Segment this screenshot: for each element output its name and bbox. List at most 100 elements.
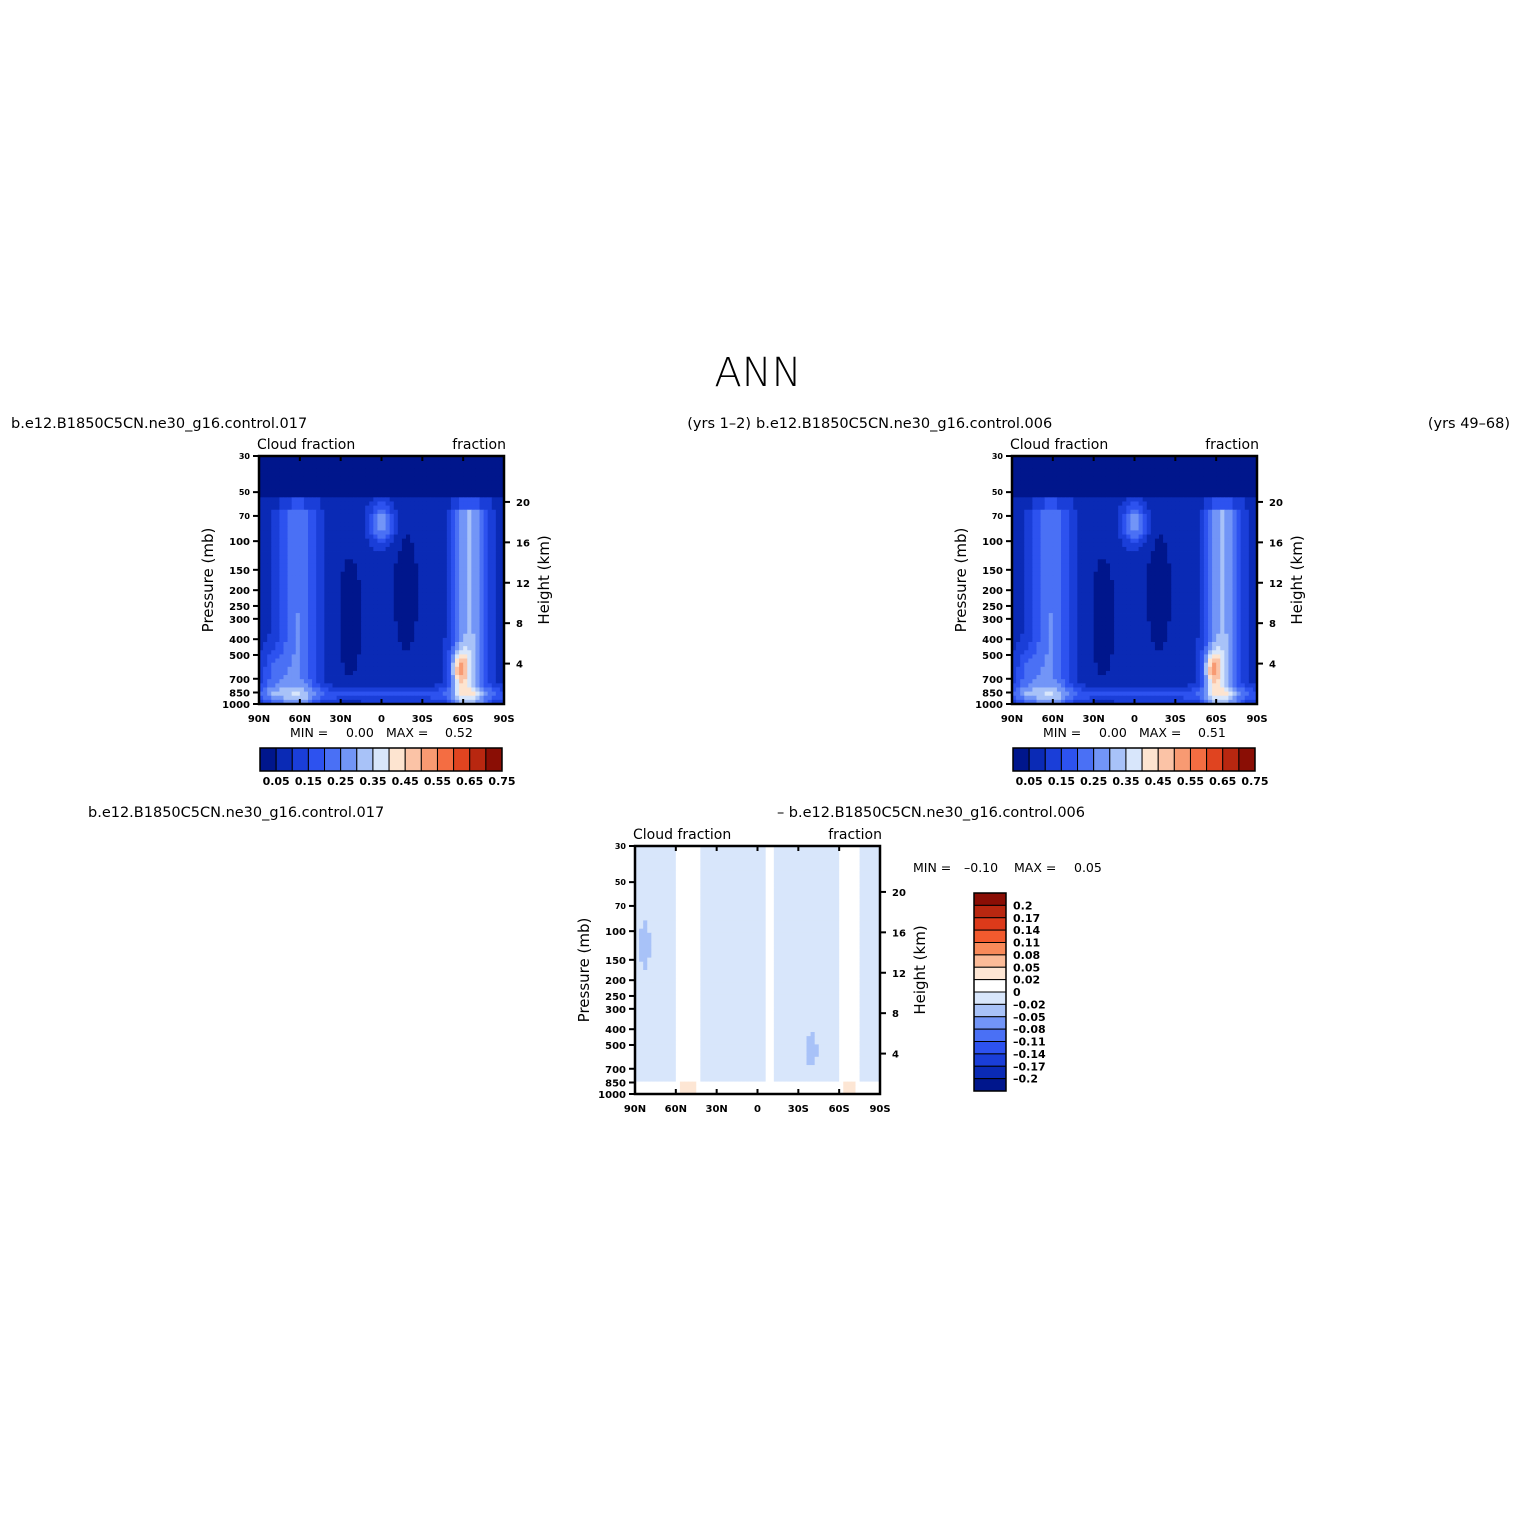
contour-cell	[271, 666, 276, 672]
contour-cell	[1126, 493, 1131, 498]
contour-cell	[336, 526, 342, 531]
contour-cell	[295, 555, 301, 560]
contour-cell	[471, 683, 476, 688]
contour-cell	[401, 522, 407, 527]
contour-cell	[283, 551, 288, 556]
contour-cell	[303, 464, 309, 469]
contour-cell	[1085, 480, 1090, 486]
contour-cell	[267, 526, 272, 531]
contour-cell	[410, 637, 415, 643]
contour-cell	[1179, 522, 1184, 527]
contour-cell	[450, 600, 456, 606]
contour-cell	[499, 460, 505, 465]
contour-cell	[1167, 489, 1172, 494]
contour-cell	[450, 493, 456, 498]
contour-cell	[369, 505, 374, 511]
contour-cell	[491, 658, 497, 664]
contour-cell	[1134, 476, 1139, 482]
contour-cell	[467, 468, 472, 473]
contour-cell	[495, 617, 501, 622]
contour-cell	[389, 546, 395, 552]
contour-cell	[1252, 522, 1258, 527]
contour-cell	[328, 476, 333, 482]
contour-cell	[1163, 534, 1168, 540]
contour-cell	[1240, 468, 1246, 473]
contour-cell	[389, 584, 395, 589]
contour-cell	[1114, 505, 1119, 511]
contour-cell	[414, 489, 419, 494]
contour-cell	[463, 625, 468, 630]
contour-cell	[299, 621, 305, 626]
contour-cell	[295, 633, 301, 639]
y-tick-label: 100	[229, 537, 250, 548]
contour-cell	[291, 501, 297, 506]
contour-cell	[1159, 497, 1164, 502]
contour-cell	[499, 654, 505, 659]
contour-cell	[1232, 460, 1237, 465]
contour-cell	[410, 613, 415, 618]
contour-cell	[491, 691, 497, 697]
contour-cell	[1110, 460, 1115, 465]
contour-cell	[381, 600, 386, 606]
contour-cell	[1012, 456, 1017, 461]
contour-cell	[279, 666, 284, 672]
contour-cell	[1032, 480, 1037, 486]
contour-cell	[1216, 472, 1221, 478]
contour-cell	[467, 555, 472, 560]
contour-cell	[1203, 505, 1209, 511]
contour-cell	[377, 592, 382, 597]
contour-cell	[283, 592, 288, 597]
contour-cell	[393, 584, 399, 589]
contour-cell	[467, 472, 472, 478]
contour-cell	[303, 460, 309, 465]
contour-cell	[295, 468, 301, 473]
contour-cell	[1187, 460, 1193, 465]
contour-cell	[463, 530, 468, 535]
contour-cell	[1093, 476, 1099, 482]
contour-cell	[479, 538, 484, 544]
contour-cell	[1130, 480, 1135, 486]
contour-cell	[463, 575, 468, 581]
contour-cell	[1171, 530, 1176, 535]
contour-cell	[430, 464, 435, 469]
contour-cell	[401, 600, 407, 606]
contour-cell	[287, 555, 293, 560]
contour-cell	[357, 538, 362, 544]
contour-cell	[389, 687, 395, 692]
contour-cell	[377, 468, 382, 473]
contour-cell	[1134, 542, 1139, 548]
contour-cell	[406, 695, 411, 701]
contour-cell	[267, 592, 272, 597]
contour-cell	[1228, 501, 1233, 506]
contour-cell	[328, 563, 333, 568]
contour-cell	[1154, 476, 1160, 482]
contour-cell	[406, 518, 411, 523]
contour-cell	[426, 683, 431, 688]
contour-cell	[344, 695, 350, 701]
contour-cell	[259, 501, 264, 506]
contour-cell	[299, 600, 305, 606]
contour-cell	[442, 497, 448, 502]
contour-cell	[303, 513, 309, 519]
contour-cell	[475, 530, 480, 535]
contour-cell	[340, 699, 346, 705]
contour-cell	[410, 563, 415, 568]
contour-cell	[1191, 493, 1197, 498]
contour-cell	[287, 567, 293, 573]
contour-cell	[381, 666, 386, 672]
contour-cell	[467, 513, 472, 519]
contour-cell	[426, 522, 431, 527]
contour-cell	[426, 662, 431, 668]
contour-cell	[1085, 501, 1090, 506]
contour-cell	[271, 493, 276, 498]
contour-cell	[324, 493, 329, 498]
contour-cell	[1036, 530, 1041, 535]
contour-cell	[303, 472, 309, 478]
contour-cell	[373, 468, 378, 473]
contour-cell	[1036, 522, 1041, 527]
contour-cell	[373, 699, 378, 705]
contour-cell	[365, 493, 370, 498]
contour-cell	[369, 493, 374, 498]
contour-cell	[1228, 468, 1233, 473]
contour-cell	[499, 555, 505, 560]
